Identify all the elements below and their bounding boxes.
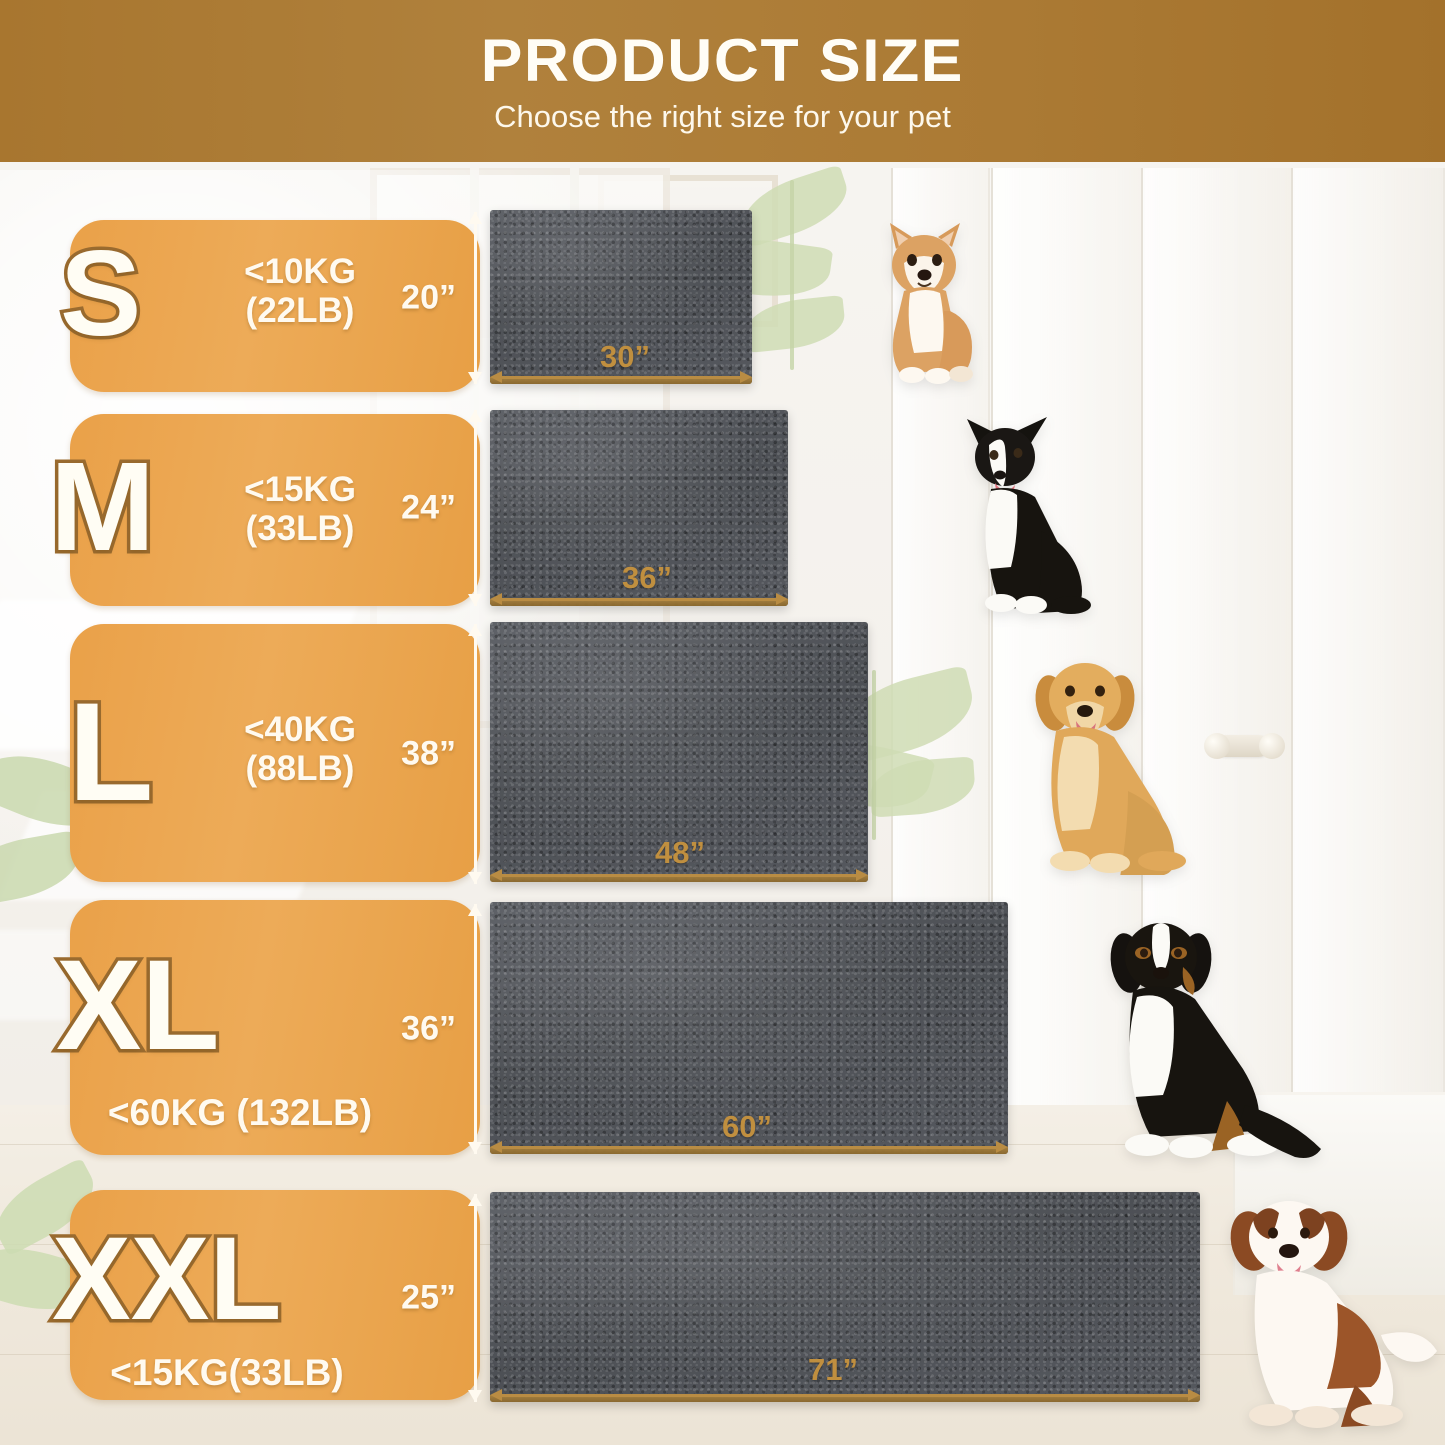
mat-binding: [490, 875, 868, 882]
page-subtitle: Choose the right size for your pet: [494, 98, 951, 134]
dog-photo-border-collie: [945, 405, 1120, 615]
dimension-line: [500, 1146, 998, 1149]
door-knob: [1204, 733, 1230, 759]
mat-xl: [490, 902, 1008, 1154]
width-label-s: 30”: [600, 339, 650, 374]
height-label-s: 20”: [401, 278, 456, 317]
mat-sheen: [490, 410, 788, 606]
dimension-line: [473, 212, 477, 384]
mat-xxl: [490, 1192, 1200, 1402]
size-letter-m: M: [47, 436, 159, 577]
label-bar-s: [70, 220, 480, 392]
weight-label-s: <10KG (22LB): [244, 252, 356, 331]
dimension-line: [473, 624, 477, 884]
arrow-left-icon: [490, 1389, 502, 1401]
size-letter-xxl: XXL: [49, 1213, 285, 1345]
arrow-up-icon: [468, 904, 482, 916]
mat-binding: [490, 599, 788, 606]
page-title: PRODUCT SIZE: [480, 26, 965, 94]
width-dimension-s: [490, 371, 752, 383]
dimension-line: [473, 1194, 477, 1402]
arrow-up-icon: [468, 1194, 482, 1206]
weight-label-m: <15KG (33LB): [244, 470, 356, 549]
width-label-xxl: 71”: [808, 1352, 858, 1387]
mat-l: [490, 622, 868, 882]
width-dimension-m: [490, 593, 788, 605]
dimension-line: [473, 410, 477, 606]
height-label-xxl: 25”: [401, 1278, 456, 1317]
size-letter-l: L: [65, 673, 157, 830]
dog-photo-golden-retriever: [1010, 645, 1225, 875]
size-rows: S <10KG (22LB) 20” 30” M: [0, 162, 1445, 1445]
arrow-down-icon: [468, 594, 482, 606]
mat-binding: [490, 1147, 1008, 1154]
dimension-line: [500, 874, 858, 877]
arrow-up-icon: [468, 624, 482, 636]
width-label-l: 48”: [655, 835, 705, 870]
mat-binding: [490, 377, 752, 384]
height-label-xl: 36”: [401, 1009, 456, 1048]
height-dimension-s: 20”: [401, 212, 482, 384]
mat-sheen: [490, 1192, 1200, 1402]
arrow-down-icon: [468, 1390, 482, 1402]
arrow-down-icon: [468, 1142, 482, 1154]
arrow-down-icon: [468, 872, 482, 884]
mat-binding: [490, 1395, 1200, 1402]
width-dimension-xxl: [490, 1389, 1200, 1401]
arrow-down-icon: [468, 372, 482, 384]
dimension-line: [473, 904, 477, 1154]
weight-label-l: <40KG (88LB): [244, 710, 356, 789]
door-knob: [1259, 733, 1285, 759]
height-dimension-xxl: 25”: [401, 1194, 482, 1402]
height-label-l: 38”: [401, 734, 456, 773]
arrow-up-icon: [468, 212, 482, 224]
label-bar-l: [70, 624, 480, 882]
size-letter-xl: XL: [53, 934, 224, 1077]
height-dimension-l: 38”: [401, 624, 482, 884]
arrow-right-icon: [996, 1141, 1008, 1153]
weight-label-xxl: <15KG(33LB): [110, 1352, 344, 1393]
width-dimension-l: [490, 869, 868, 881]
arrow-up-icon: [468, 410, 482, 422]
mat-s: [490, 210, 752, 384]
dog-photo-corgi: [860, 215, 1000, 385]
label-bar-xxl: [70, 1190, 480, 1400]
height-dimension-xl: 36”: [401, 904, 482, 1154]
dog-photo-saint-bernard: [1205, 1185, 1445, 1445]
arrow-left-icon: [490, 1141, 502, 1153]
dimension-line: [500, 376, 742, 379]
mat-sheen: [490, 622, 868, 882]
width-label-xl: 60”: [722, 1109, 772, 1144]
height-label-m: 24”: [401, 488, 456, 527]
wall-panel: [1291, 168, 1445, 1268]
arrow-right-icon: [776, 593, 788, 605]
height-dimension-m: 24”: [401, 410, 482, 606]
dog-photo-bernese-mountain-dog: [1085, 905, 1330, 1180]
label-bar-xl: [70, 900, 480, 1155]
dimension-line: [500, 1394, 1190, 1397]
width-label-m: 36”: [622, 560, 672, 595]
size-letter-s: S: [56, 225, 144, 361]
mat-sheen: [490, 210, 752, 384]
arrow-left-icon: [490, 371, 502, 383]
weight-label-xl: <60KG (132LB): [107, 1092, 373, 1133]
dimension-line: [500, 598, 778, 601]
width-dimension-xl: [490, 1141, 1008, 1153]
label-bar-m: [70, 414, 480, 606]
arrow-right-icon: [740, 371, 752, 383]
plant-stem: [790, 180, 794, 370]
mat-m: [490, 410, 788, 606]
header-banner: PRODUCT SIZE Choose the right size for y…: [0, 0, 1445, 162]
plant-stem: [872, 670, 876, 840]
arrow-right-icon: [856, 869, 868, 881]
mat-sheen: [490, 902, 1008, 1154]
arrow-left-icon: [490, 869, 502, 881]
arrow-right-icon: [1188, 1389, 1200, 1401]
arrow-left-icon: [490, 593, 502, 605]
